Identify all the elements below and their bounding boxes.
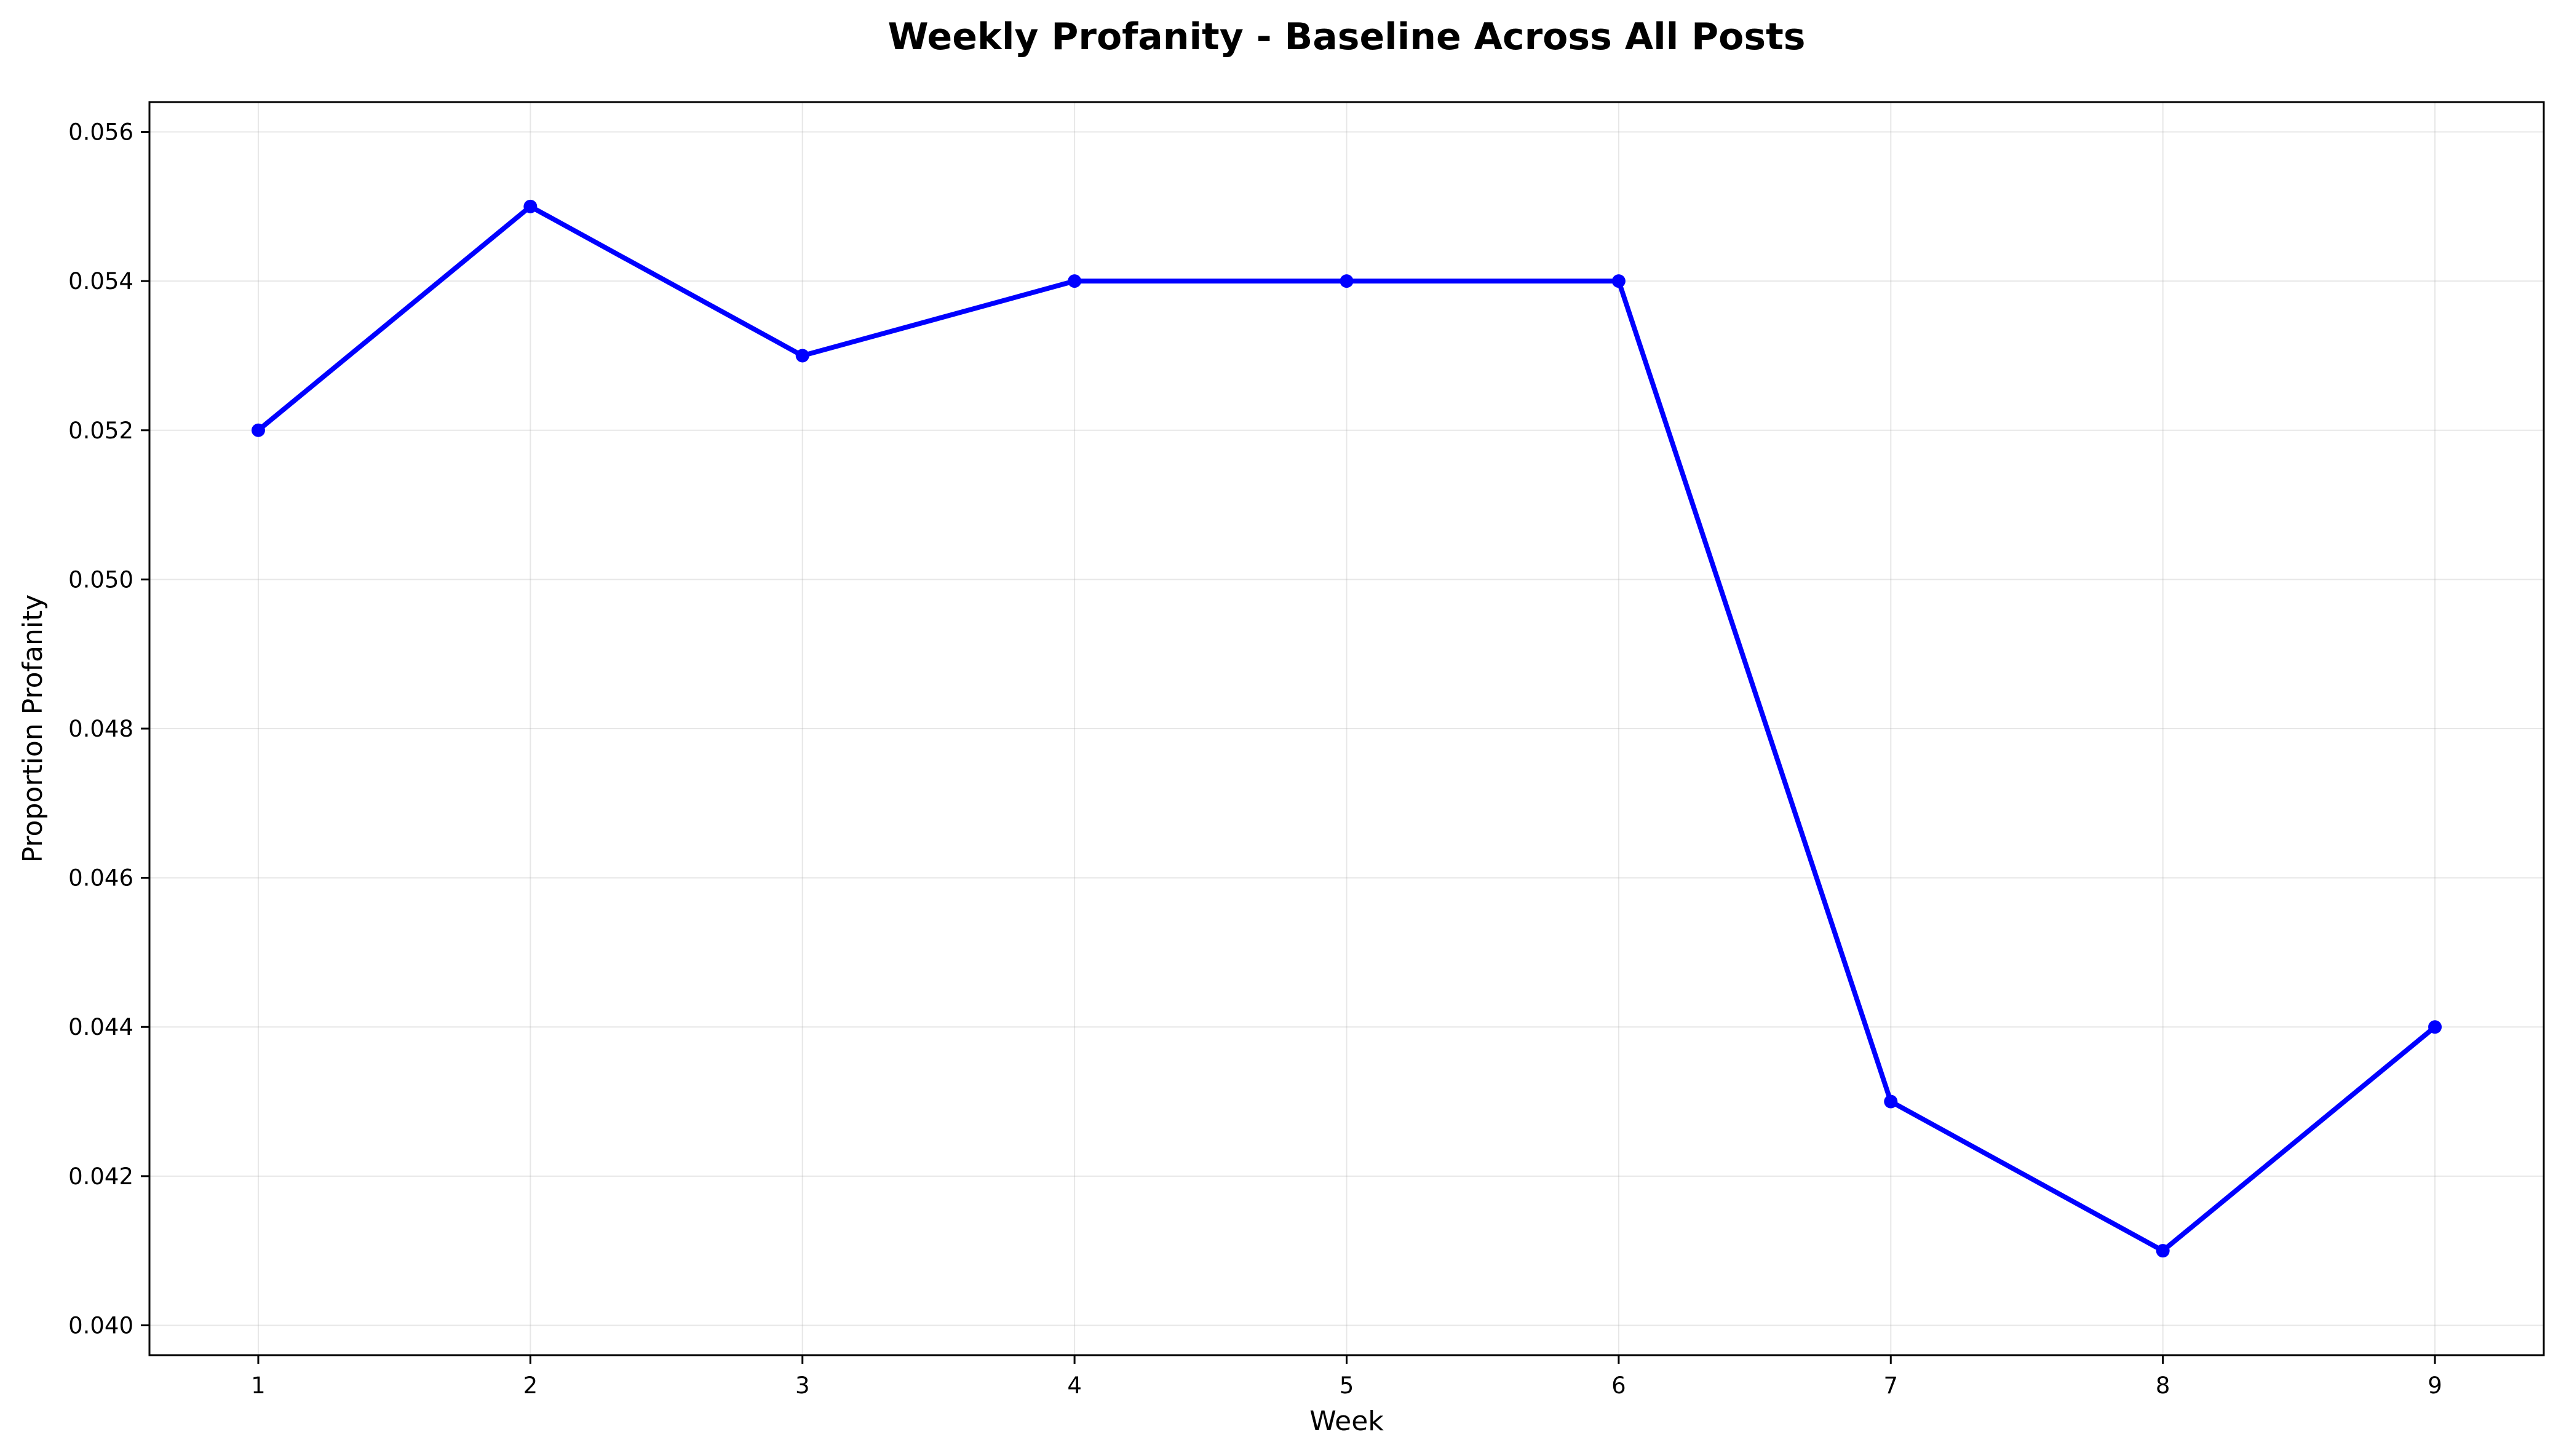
data-point [523, 199, 538, 213]
y-tick-label: 0.044 [68, 1014, 133, 1040]
y-tick-label: 0.052 [68, 417, 133, 444]
series-layer [251, 199, 2442, 1258]
x-tick-label: 6 [1611, 1372, 1626, 1399]
ticks-layer: 1 2 3 4 5 6 7 8 9 0.040 0.042 0.044 0.046 0.048 0.050 0… [68, 119, 2442, 1399]
y-tick-label: 0.050 [68, 566, 133, 593]
data-point [1884, 1094, 1898, 1109]
data-point [1611, 274, 1626, 288]
x-tick-label: 1 [251, 1372, 266, 1399]
chart-title: Weekly Profanity - Baseline Across All P… [888, 15, 1806, 58]
y-tick-label: 0.040 [68, 1312, 133, 1339]
y-axis-label: Proportion Profanity [17, 595, 49, 863]
data-point [795, 349, 809, 363]
data-point [1340, 274, 1354, 288]
grid-lines [149, 102, 2544, 1355]
y-tick-label: 0.054 [68, 268, 133, 295]
x-tick-label: 4 [1067, 1372, 1082, 1399]
x-tick-label: 3 [795, 1372, 810, 1399]
data-point [251, 423, 265, 437]
data-point [2156, 1244, 2170, 1258]
x-tick-label: 9 [2428, 1372, 2442, 1399]
data-point [2428, 1020, 2442, 1034]
data-point [1068, 274, 1082, 288]
y-tick-label: 0.042 [68, 1163, 133, 1190]
x-tick-label: 2 [523, 1372, 538, 1399]
y-tick-label: 0.046 [68, 865, 133, 892]
x-tick-label: 7 [1883, 1372, 1898, 1399]
x-axis-label: Week [1309, 1406, 1384, 1437]
x-tick-label: 8 [2156, 1372, 2170, 1399]
y-tick-label: 0.056 [68, 119, 133, 146]
y-tick-label: 0.048 [68, 716, 133, 742]
x-tick-label: 5 [1340, 1372, 1354, 1399]
